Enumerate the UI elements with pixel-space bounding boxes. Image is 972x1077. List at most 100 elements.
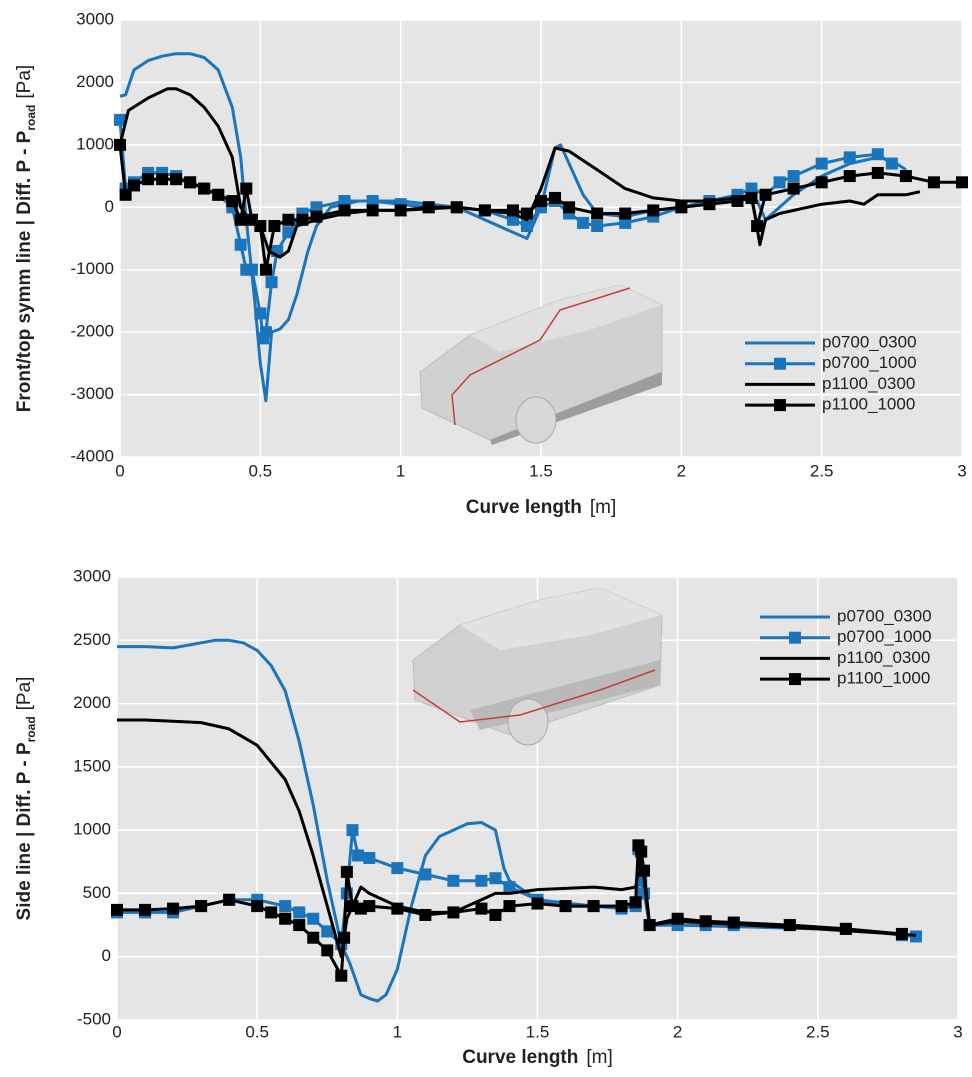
legend-label: p0700_0300 <box>837 606 932 625</box>
data-marker <box>489 908 502 921</box>
y-tick-label: -4000 <box>71 446 114 465</box>
data-marker <box>909 930 922 943</box>
data-marker <box>346 824 359 837</box>
data-marker <box>591 220 604 233</box>
data-marker <box>549 191 562 204</box>
data-marker <box>366 204 379 217</box>
data-marker <box>745 182 758 195</box>
data-marker <box>338 204 351 217</box>
data-marker <box>647 204 660 217</box>
data-marker <box>114 113 126 126</box>
y-axis-unit: [Pa] <box>14 65 35 99</box>
data-marker <box>503 881 516 894</box>
data-marker <box>282 213 295 226</box>
data-marker <box>279 900 292 913</box>
x-axis-title-text: Curve length <box>462 1047 578 1068</box>
data-marker <box>139 903 152 916</box>
x-tick-label: 1.5 <box>526 1022 550 1041</box>
y-tick-label: 1500 <box>73 756 111 775</box>
legend-marker <box>789 673 801 686</box>
data-marker <box>245 263 258 276</box>
data-marker <box>520 220 533 233</box>
x-tick-label: 1.5 <box>529 461 553 480</box>
data-marker <box>419 868 432 881</box>
y-tick-label: -500 <box>77 1009 111 1028</box>
data-marker <box>577 216 590 229</box>
x-axis-unit: [m] <box>590 497 616 518</box>
data-marker <box>643 919 656 932</box>
data-marker <box>815 176 828 189</box>
x-tick-label: 2.5 <box>810 461 834 480</box>
y-tick-label: 0 <box>105 197 114 216</box>
data-marker <box>391 862 404 875</box>
data-marker <box>506 213 519 226</box>
data-marker <box>310 201 323 214</box>
data-marker <box>279 912 292 925</box>
legend-label: p1100_0300 <box>822 374 915 393</box>
data-marker <box>422 201 435 214</box>
car-illustration <box>419 284 663 445</box>
data-marker <box>240 182 253 195</box>
y-tick-label: -1000 <box>71 259 114 278</box>
data-marker <box>226 195 239 208</box>
x-tick-label: 0 <box>112 1022 121 1041</box>
data-marker <box>489 872 502 885</box>
x-tick-label: 2 <box>677 461 686 480</box>
data-marker <box>885 157 898 170</box>
data-marker <box>475 902 488 915</box>
data-marker <box>787 170 800 183</box>
x-axis-title-text: Curve length <box>466 497 582 518</box>
data-marker <box>559 900 572 913</box>
data-marker <box>871 166 884 179</box>
data-marker <box>450 201 463 214</box>
x-tick-label: 1 <box>396 461 405 480</box>
data-marker <box>212 188 225 201</box>
data-marker <box>296 213 309 226</box>
data-marker <box>503 900 516 913</box>
data-marker <box>195 900 208 913</box>
data-marker <box>352 849 365 862</box>
data-marker <box>787 182 800 195</box>
x-tick-label: 0.5 <box>245 1022 269 1041</box>
y-tick-label: -3000 <box>71 384 114 403</box>
data-marker <box>783 919 796 932</box>
data-marker <box>619 207 632 220</box>
legend-label: p1100_0300 <box>837 648 930 667</box>
x-tick-label: 2 <box>673 1022 682 1041</box>
data-marker <box>927 176 940 189</box>
data-marker <box>587 900 600 913</box>
data-marker <box>167 902 180 915</box>
legend-label: p0700_1000 <box>837 627 932 646</box>
data-marker <box>506 204 519 217</box>
data-marker <box>839 922 852 935</box>
data-marker <box>338 195 351 208</box>
data-marker <box>184 176 197 189</box>
data-marker <box>307 931 320 944</box>
data-marker <box>619 216 632 229</box>
data-marker <box>251 900 264 913</box>
legend-label: p1100_1000 <box>822 395 915 414</box>
data-marker <box>254 307 267 320</box>
y-tick-label: 2500 <box>73 630 111 649</box>
data-marker <box>363 851 376 864</box>
data-marker <box>170 173 183 186</box>
data-marker <box>142 173 155 186</box>
data-line <box>117 718 917 959</box>
legend-marker <box>774 357 786 370</box>
legend-label: p0700_0300 <box>822 332 917 351</box>
legend-label: p1100_1000 <box>837 669 930 688</box>
data-marker <box>615 900 628 913</box>
x-axis-title: Curve length [m] <box>462 1047 613 1068</box>
y-axis-title-text: Front/top symm line | Diff. P - P <box>14 130 35 412</box>
data-marker <box>773 176 786 189</box>
data-marker <box>310 210 323 223</box>
x-tick-label: 0.5 <box>249 461 273 480</box>
data-marker <box>638 864 651 877</box>
y-axis-unit: [Pa] <box>14 677 35 711</box>
y-tick-label: 1000 <box>76 134 114 153</box>
data-marker <box>156 173 169 186</box>
y-axis-subscript: road <box>24 716 38 742</box>
data-marker <box>727 916 740 929</box>
y-tick-label: 3000 <box>73 566 111 585</box>
